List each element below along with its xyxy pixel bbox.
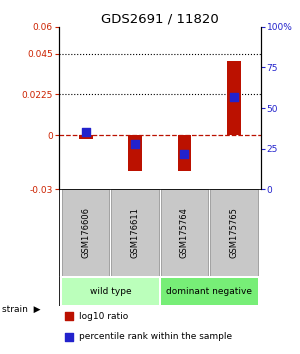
Point	[133, 141, 137, 147]
Text: GSM176611: GSM176611	[130, 207, 140, 258]
Bar	[161, 189, 208, 276]
Text: log10 ratio: log10 ratio	[79, 312, 128, 321]
Bar	[210, 189, 257, 276]
Point	[66, 314, 71, 319]
Title: GDS2691 / 11820: GDS2691 / 11820	[101, 12, 219, 25]
Bar	[128, 135, 142, 171]
Text: dominant negative: dominant negative	[166, 287, 252, 296]
Point	[231, 94, 236, 99]
Point	[66, 334, 71, 339]
Text: strain  ▶: strain ▶	[2, 305, 40, 314]
Bar	[161, 278, 257, 305]
Bar	[227, 61, 241, 135]
Bar	[79, 135, 93, 139]
Text: GSM176606: GSM176606	[81, 207, 90, 258]
Point	[182, 151, 187, 156]
Text: GSM175765: GSM175765	[229, 207, 238, 258]
Bar	[111, 189, 159, 276]
Point	[83, 130, 88, 135]
Text: GSM175764: GSM175764	[180, 207, 189, 258]
Text: wild type: wild type	[89, 287, 131, 296]
Bar	[178, 135, 191, 171]
Bar	[62, 278, 159, 305]
Text: percentile rank within the sample: percentile rank within the sample	[79, 332, 232, 341]
Bar	[62, 189, 110, 276]
